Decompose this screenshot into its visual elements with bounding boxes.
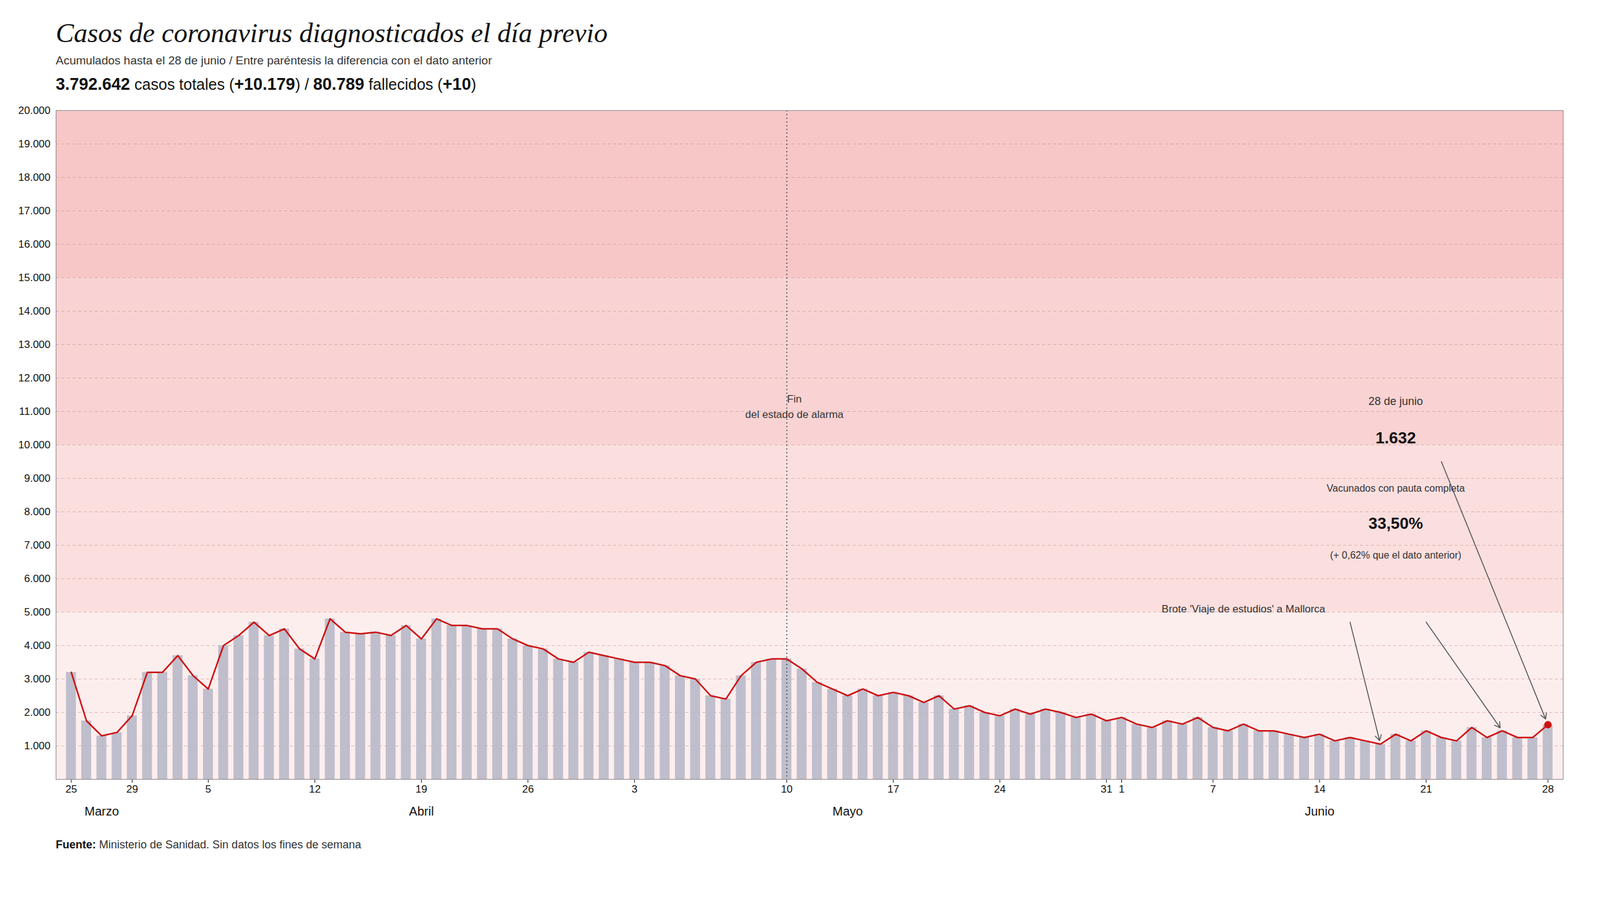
svg-text:13.000: 13.000 <box>18 338 51 351</box>
svg-text:(+ 0,62% que el dato anterior): (+ 0,62% que el dato anterior) <box>1330 549 1462 561</box>
svg-text:19.000: 19.000 <box>18 138 51 150</box>
svg-text:12: 12 <box>308 783 321 796</box>
svg-text:10: 10 <box>780 783 793 796</box>
svg-text:3.000: 3.000 <box>24 673 51 685</box>
svg-text:3: 3 <box>631 783 638 796</box>
html-text:Casos de coronavirus diagnosti: Casos de coronavirus diagnosticados el d… <box>55 17 608 49</box>
svg-text:14: 14 <box>1313 783 1326 796</box>
svg-text:26: 26 <box>521 783 534 796</box>
svg-text:Junio: Junio <box>1304 804 1335 818</box>
svg-text:1.632: 1.632 <box>1375 428 1417 448</box>
svg-text:6.000: 6.000 <box>24 572 51 585</box>
svg-text:7: 7 <box>1209 783 1216 796</box>
svg-text:7.000: 7.000 <box>24 539 51 552</box>
svg-text:5.000: 5.000 <box>24 606 51 618</box>
svg-text:18.000: 18.000 <box>18 171 51 184</box>
svg-text:Abril: Abril <box>409 804 435 818</box>
svg-text:Vacunados con pauta completa: Vacunados con pauta completa <box>1326 482 1466 494</box>
svg-text:31: 31 <box>1100 783 1113 796</box>
svg-text:25: 25 <box>65 783 78 796</box>
svg-text:10.000: 10.000 <box>18 439 51 451</box>
svg-text:Marzo: Marzo <box>84 804 119 818</box>
svg-text:20.000: 20.000 <box>18 104 51 117</box>
svg-text:21: 21 <box>1420 783 1433 796</box>
svg-text:9.000: 9.000 <box>24 472 51 485</box>
svg-text:Findel estado de alarma: Findel estado de alarma <box>745 393 844 422</box>
svg-text:29: 29 <box>126 783 139 796</box>
svg-text:11.000: 11.000 <box>19 405 51 418</box>
svg-text:5: 5 <box>205 783 212 796</box>
html-text:3.792.642 casos totales (+10.1: 3.792.642 casos totales (+10.179) / 80.7… <box>55 74 477 94</box>
svg-text:2.000: 2.000 <box>24 706 51 719</box>
svg-text:28 de junio: 28 de junio <box>1368 395 1423 408</box>
svg-text:8.000: 8.000 <box>24 505 51 518</box>
svg-text:Brote 'Viaje de estudios' a Ma: Brote 'Viaje de estudios' a Mallorca <box>1161 603 1326 615</box>
svg-text:4.000: 4.000 <box>24 639 51 652</box>
svg-text:Mayo: Mayo <box>832 804 864 818</box>
svg-text:28: 28 <box>1541 783 1554 796</box>
svg-text:19: 19 <box>415 783 428 796</box>
svg-text:1: 1 <box>1118 783 1125 796</box>
svg-text:24: 24 <box>993 783 1006 796</box>
svg-text:14.000: 14.000 <box>18 305 51 318</box>
svg-text:16.000: 16.000 <box>18 238 51 251</box>
svg-text:17: 17 <box>887 783 900 796</box>
html-text:Acumulados hasta el 28 de juni: Acumulados hasta el 28 de junio / Entre … <box>55 53 492 67</box>
html-text:Fuente: Ministerio de Sanidad.: Fuente: Ministerio de Sanidad. Sin datos… <box>55 838 362 851</box>
svg-text:12.000: 12.000 <box>18 372 51 384</box>
svg-text:33,50%: 33,50% <box>1368 513 1423 533</box>
svg-text:15.000: 15.000 <box>18 271 51 284</box>
svg-text:1.000: 1.000 <box>24 739 51 752</box>
svg-text:17.000: 17.000 <box>18 204 51 217</box>
